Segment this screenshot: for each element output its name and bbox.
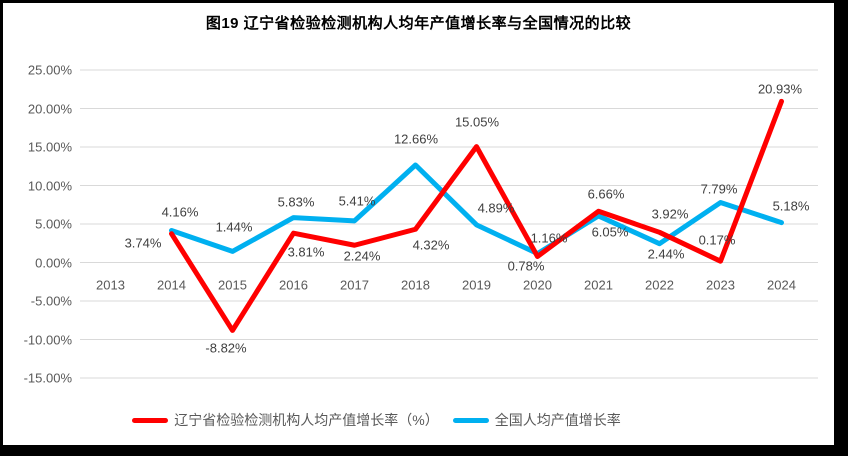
y-tick-label: 25.00%	[27, 62, 72, 78]
data-label-series1-2021: 6.05%	[591, 224, 629, 240]
y-tick-label: -5.00%	[30, 293, 72, 309]
data-label-series0-2017: 2.24%	[343, 248, 381, 264]
data-label-series1-2020: 1.16%	[530, 230, 568, 246]
y-tick-label: -15.00%	[23, 370, 72, 386]
data-label-series0-2019: 15.05%	[454, 114, 500, 130]
data-label-series1-2017: 5.41%	[338, 193, 376, 209]
data-label-series0-2022: 3.92%	[651, 206, 689, 222]
x-tick-label: 2022	[645, 277, 674, 293]
legend-label: 全国人均产值增长率	[494, 412, 621, 428]
y-tick-label: 10.00%	[27, 178, 72, 193]
series-line-0	[169, 98, 784, 333]
x-tick-label: 2021	[584, 277, 613, 293]
data-label-series0-2014: 3.74%	[124, 235, 162, 251]
x-tick-label: 2014	[157, 277, 186, 293]
data-label-series0-2021: 6.66%	[587, 186, 625, 202]
x-tick-label: 2020	[523, 277, 552, 293]
legend-item-1: 全国人均产值增长率	[452, 410, 621, 430]
x-tick-label: 2019	[462, 277, 491, 293]
x-tick-label: 2017	[340, 277, 369, 293]
data-label-series0-2020: 0.78%	[507, 258, 545, 274]
data-label-series1-2019: 4.89%	[477, 200, 515, 216]
data-label-series0-2015: -8.82%	[205, 340, 247, 356]
series-line-1	[169, 162, 784, 257]
x-tick-label: 2015	[218, 277, 247, 293]
y-tick-label: 15.00%	[27, 139, 72, 155]
x-tick-label: 2023	[706, 277, 735, 293]
data-label-series0-2018: 4.32%	[412, 237, 450, 253]
x-tick-label: 2016	[279, 277, 308, 293]
y-tick-label: 0.00%	[35, 255, 72, 270]
x-tick-label: 2013	[96, 277, 125, 293]
legend-line-swatch	[132, 417, 169, 423]
data-label-series1-2014: 4.16%	[161, 204, 199, 220]
x-tick-label: 2018	[401, 277, 430, 293]
data-label-series1-2015: 1.44%	[215, 219, 253, 235]
data-label-series1-2022: 2.44%	[647, 246, 685, 262]
x-tick-label: 2024	[767, 277, 796, 293]
legend-line-swatch	[452, 417, 489, 423]
y-tick-label: 20.00%	[27, 101, 72, 116]
legend-label: 辽宁省检验检测机构人均产值增长率（%）	[174, 412, 439, 428]
data-label-series1-2018: 12.66%	[393, 131, 439, 147]
data-label-series0-2024: 20.93%	[757, 81, 803, 97]
legend: 辽宁省检验检测机构人均产值增长率（%） 全国人均产值增长率	[0, 407, 792, 433]
data-label-series1-2024: 5.18%	[772, 198, 810, 214]
legend-item-0: 辽宁省检验检测机构人均产值增长率（%）	[132, 410, 439, 430]
chart-title: 图19 辽宁省检验检测机构人均年产值增长率与全国情况的比较	[205, 15, 632, 32]
data-label-series1-2023: 7.79%	[700, 181, 738, 197]
data-label-series0-2023: 0.17%	[698, 232, 736, 248]
y-tick-label: -10.00%	[23, 332, 72, 347]
data-label-series1-2016: 5.83%	[277, 194, 315, 210]
data-label-series0-2016: 3.81%	[287, 244, 325, 260]
y-tick-label: 5.00%	[35, 216, 72, 232]
